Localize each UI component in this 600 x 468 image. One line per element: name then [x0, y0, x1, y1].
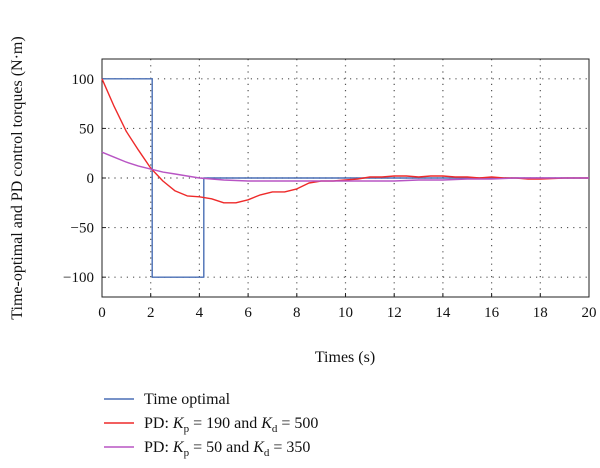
x-tick-label: 12 — [387, 305, 402, 321]
x-tick-label: 10 — [338, 305, 353, 321]
x-tick-label: 2 — [147, 305, 155, 321]
y-tick-label: 0 — [87, 171, 95, 187]
legend-label: Time optimal — [144, 391, 231, 408]
legend-text-part: d — [264, 447, 270, 459]
legend-text-part: Time optimal — [144, 391, 231, 408]
y-tick-labels: 100 50 0 −50 −100 — [63, 72, 94, 286]
legend-text-part: K — [172, 415, 185, 432]
legend-text-part: p — [184, 423, 190, 435]
x-tick-label: 20 — [582, 305, 597, 321]
legend-text-part: = 350 — [269, 439, 310, 456]
legend-text-part: K — [260, 415, 273, 432]
x-axis-title: Times (s) — [315, 349, 375, 366]
y-tick-label: 50 — [79, 121, 94, 137]
series-lines — [101, 78, 589, 278]
legend-text-part: = 190 and — [189, 415, 261, 432]
x-tick-label: 6 — [244, 305, 252, 321]
x-tick-label: 16 — [484, 305, 500, 321]
legend-text-part: = 50 and — [189, 439, 253, 456]
legend-text-part: PD: — [144, 415, 173, 432]
y-axis-title: Time-optimal and PD control torques (N·m… — [9, 36, 26, 319]
series-line-1 — [102, 78, 589, 278]
legend-text-part: K — [252, 439, 265, 456]
y-tick-label: 100 — [72, 72, 95, 88]
x-tick-label: 8 — [293, 305, 301, 321]
legend-text-part: p — [184, 447, 190, 459]
x-tick-label: 14 — [435, 305, 451, 321]
x-tick-label: 18 — [533, 305, 548, 321]
x-tick-label: 0 — [98, 305, 106, 321]
legend-text-part: PD: — [144, 439, 173, 456]
legend-label: PD: Kp = 50 and Kd = 350 — [144, 439, 310, 459]
legend-text-part: = 500 — [277, 415, 318, 432]
y-tick-label: −100 — [63, 270, 94, 286]
series-line-3 — [101, 151, 589, 182]
x-tick-labels: 0 2 4 6 8 10 12 14 16 18 20 — [98, 305, 596, 321]
legend-label: PD: Kp = 190 and Kd = 500 — [144, 415, 318, 435]
x-tick-label: 4 — [196, 305, 204, 321]
y-tick-label: −50 — [71, 221, 94, 237]
legend-text-part: K — [172, 439, 185, 456]
legend-text-part: d — [272, 423, 278, 435]
